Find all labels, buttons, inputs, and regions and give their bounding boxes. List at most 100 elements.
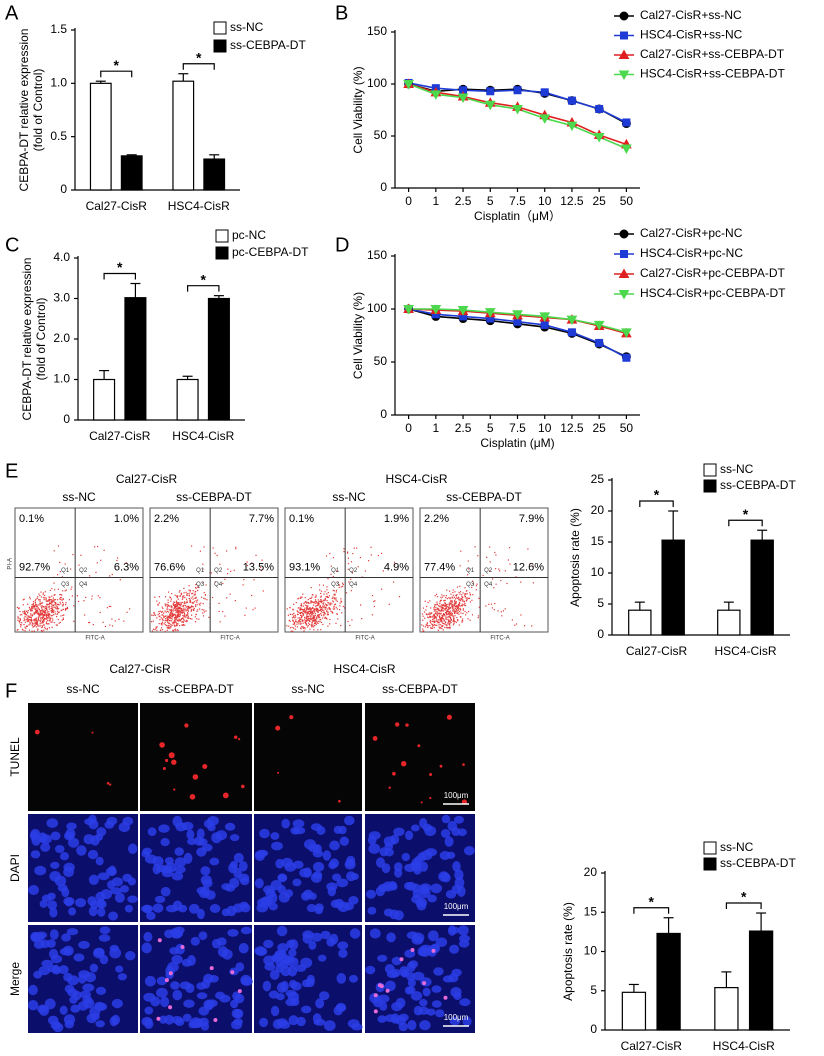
nucleus — [65, 828, 76, 840]
event-dot — [426, 605, 428, 608]
event-dot — [109, 624, 111, 626]
event-dot — [309, 618, 311, 620]
event-dot — [175, 606, 177, 608]
event-dot — [191, 606, 193, 608]
event-dot — [457, 619, 459, 621]
event-dot — [44, 617, 46, 619]
marker — [567, 328, 576, 337]
event-dot — [38, 625, 40, 627]
y-tick-label: 20 — [591, 503, 605, 517]
event-dot — [235, 546, 237, 548]
nucleus — [40, 939, 50, 949]
nucleus — [190, 936, 200, 946]
bar — [656, 932, 681, 1031]
event-dot — [57, 607, 59, 609]
event-dot — [286, 608, 288, 610]
event-dot — [449, 590, 451, 592]
nucleus — [393, 827, 405, 837]
event-dot — [323, 599, 325, 601]
event-dot — [206, 599, 208, 601]
event-dot — [459, 608, 461, 610]
event-dot — [326, 595, 328, 598]
quadrant-percent: 2.2% — [154, 513, 179, 525]
event-dot — [333, 598, 335, 600]
event-dot — [434, 605, 436, 608]
event-dot — [442, 625, 444, 627]
group-header: HSC4-CisR — [333, 662, 395, 676]
event-dot — [446, 609, 448, 611]
event-dot — [316, 618, 318, 620]
y-tick-label: 0 — [63, 412, 70, 426]
event-dot — [331, 603, 333, 605]
nucleus — [54, 845, 65, 853]
event-dot — [27, 610, 29, 612]
event-dot — [313, 629, 315, 631]
event-dot — [196, 604, 198, 606]
event-dot — [445, 603, 447, 606]
event-dot — [424, 626, 426, 628]
event-dot — [218, 602, 220, 604]
event-dot — [38, 614, 40, 616]
nucleus — [62, 945, 74, 956]
event-dot — [428, 612, 430, 614]
event-dot — [304, 607, 306, 609]
y-tick-label: 0 — [597, 627, 604, 641]
nucleus — [449, 1017, 461, 1026]
event-dot — [33, 625, 35, 628]
event-dot — [37, 629, 39, 631]
event-dot — [152, 620, 154, 622]
event-dot — [202, 603, 204, 605]
event-dot — [332, 608, 334, 610]
event-dot — [174, 621, 176, 623]
event-dot — [180, 607, 182, 610]
event-dot — [310, 597, 312, 599]
event-dot — [181, 611, 183, 613]
event-dot — [462, 609, 464, 611]
event-dot — [448, 597, 450, 599]
bar — [714, 987, 739, 1031]
event-dot — [320, 592, 322, 594]
event-dot — [310, 610, 312, 613]
nucleus — [70, 1004, 80, 1013]
event-dot — [191, 602, 193, 604]
event-dot — [175, 609, 177, 611]
event-dot — [169, 616, 171, 618]
event-dot — [440, 621, 442, 623]
event-dot — [312, 611, 314, 613]
event-dot — [182, 624, 184, 626]
event-dot — [304, 597, 306, 599]
event-dot — [439, 615, 441, 617]
event-dot — [35, 626, 37, 628]
event-dot — [41, 602, 43, 604]
event-dot — [442, 608, 444, 610]
event-dot — [176, 595, 179, 597]
event-dot — [173, 606, 176, 608]
event-dot — [44, 613, 46, 615]
event-dot — [334, 608, 336, 610]
event-dot — [46, 627, 48, 630]
event-dot — [34, 612, 36, 614]
tunel-spot — [446, 714, 452, 720]
event-dot — [41, 625, 43, 627]
event-dot — [172, 608, 175, 610]
y-axis-title: CEBPA-DT relative expression — [17, 29, 31, 192]
event-dot — [441, 594, 443, 596]
event-dot — [30, 621, 32, 623]
event-dot — [436, 615, 438, 617]
event-dot — [218, 610, 220, 612]
event-dot — [174, 619, 176, 621]
y-tick-label: 15 — [591, 534, 605, 548]
event-dot — [73, 620, 75, 622]
event-dot — [300, 618, 302, 620]
event-dot — [41, 614, 43, 616]
nucleus — [303, 867, 312, 878]
event-dot — [304, 628, 306, 630]
event-dot — [442, 622, 444, 624]
nucleus — [275, 858, 285, 869]
event-dot — [48, 608, 50, 610]
event-dot — [324, 591, 326, 593]
nucleus — [367, 835, 377, 846]
event-dot — [52, 604, 55, 606]
event-dot — [172, 622, 175, 624]
event-dot — [175, 616, 177, 618]
